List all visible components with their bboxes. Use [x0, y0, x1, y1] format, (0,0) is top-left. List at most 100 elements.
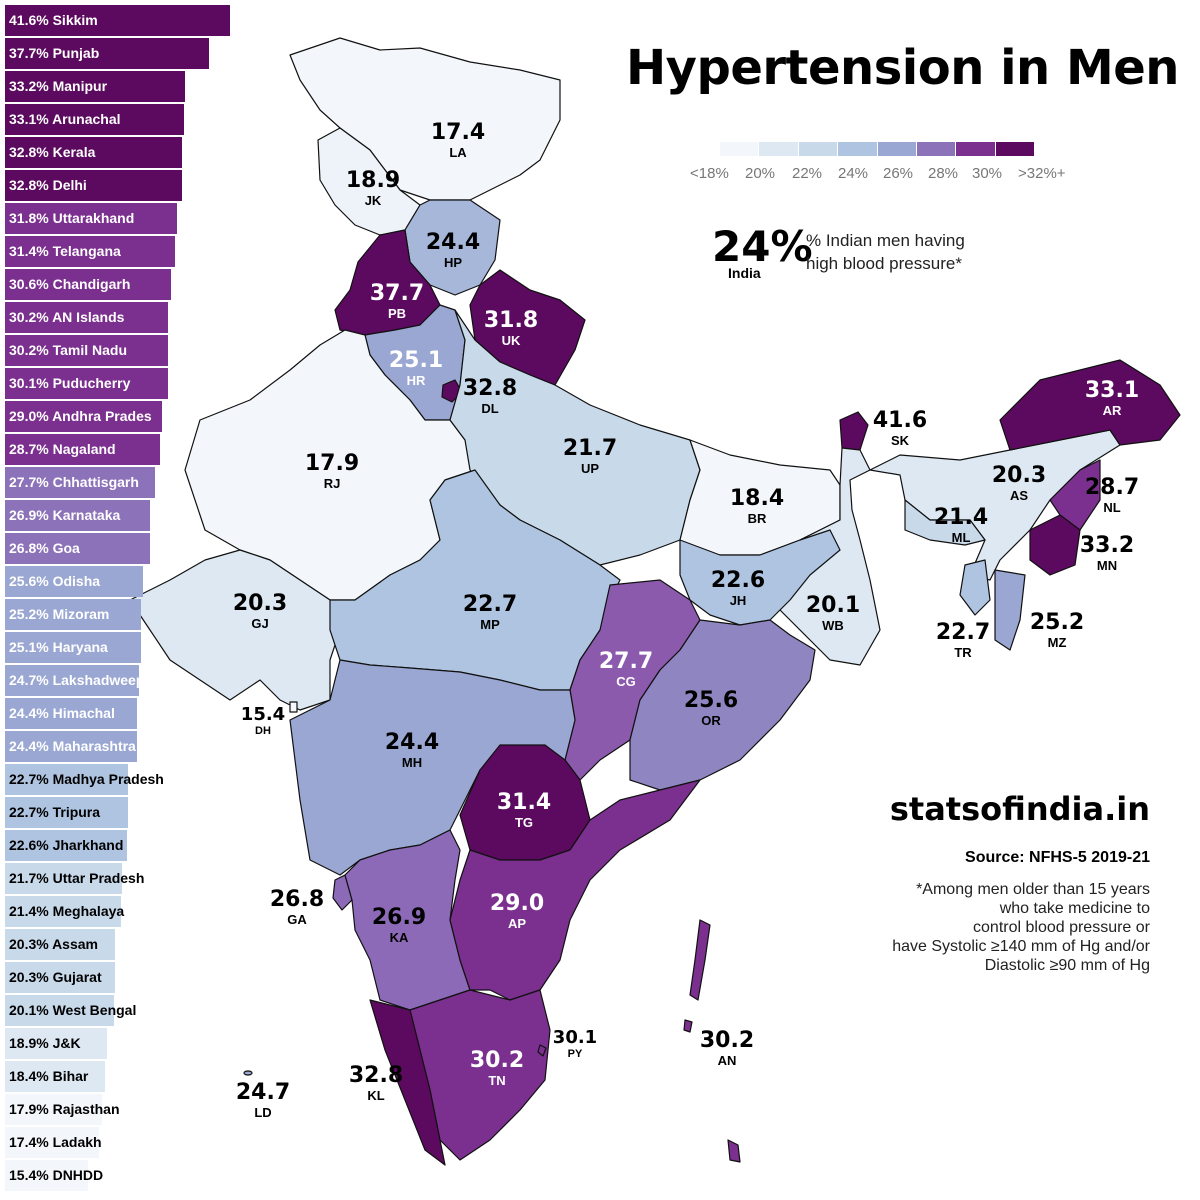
- region-code: DL: [481, 401, 499, 416]
- region-label-sk: 41.6 SK: [873, 410, 927, 448]
- region-UP: [449, 309, 701, 566]
- ranking-bar-label: 26.8% Goa: [9, 540, 80, 556]
- ranking-bar: 30.1% Puducherry: [5, 368, 168, 399]
- region-value: 32.8: [462, 376, 518, 401]
- ranking-bar: 25.6% Odisha: [5, 566, 144, 597]
- region-UK: [469, 269, 586, 386]
- region-code: SK: [890, 433, 910, 448]
- ranking-bar: 33.1% Arunachal: [5, 104, 185, 135]
- color-scale-legend: [720, 142, 1035, 156]
- region-value: 26.9: [371, 905, 427, 930]
- website-credit: statsofindia.in: [889, 790, 1150, 828]
- legend-tick-label: 28%: [928, 165, 959, 182]
- region-code: BR: [747, 511, 767, 526]
- ranking-bar: 37.7% Punjab: [5, 38, 209, 69]
- ranking-bar-label: 15.4% DNHDD: [9, 1167, 104, 1183]
- ranking-bar: 22.7% Madhya Pradesh: [5, 764, 164, 795]
- description-line-2: high blood pressure*: [806, 254, 962, 273]
- ranking-bar-label: 33.1% Arunachal: [9, 111, 121, 127]
- region-code: MN: [1096, 558, 1118, 573]
- region-code: OR: [701, 713, 721, 728]
- region-LA: [289, 37, 561, 201]
- region-value: 22.7: [462, 592, 518, 617]
- footnote: *Among men older than 15 years who take …: [830, 880, 1150, 975]
- region-code: AP: [507, 916, 527, 931]
- ranking-bar: 30.2% AN Islands: [5, 302, 169, 333]
- region-value: 20.3: [991, 463, 1047, 488]
- region-code: LD: [254, 1105, 272, 1120]
- region-AN-islet: [683, 1019, 693, 1033]
- region-label-up: 21.7 UP: [562, 436, 618, 476]
- region-AN-nicobar: [727, 1139, 741, 1163]
- region-code: LA: [449, 145, 467, 160]
- ranking-bar-label: 27.7% Chhattisgarh: [9, 474, 139, 490]
- region-label-ml: 21.4 ML: [933, 505, 989, 545]
- legend-tick-label: 24%: [838, 165, 869, 182]
- ranking-bar-label: 24.4% Himachal: [9, 705, 115, 721]
- region-code: NL: [1103, 500, 1121, 515]
- region-value: 17.4: [430, 120, 486, 145]
- source-note: Source: NFHS-5 2019-21: [965, 849, 1150, 866]
- ranking-bar-label: 33.2% Manipur: [9, 78, 108, 94]
- region-label-mp: 22.7 MP: [462, 592, 518, 632]
- ranking-bar-label: 30.2% AN Islands: [9, 309, 125, 325]
- ranking-bar-label: 18.4% Bihar: [9, 1068, 89, 1084]
- region-label-mz: 25.2 MZ: [1029, 610, 1085, 650]
- ranking-bar: 21.4% Meghalaya: [5, 896, 124, 927]
- ranking-bar-label: 31.4% Telangana: [9, 243, 121, 259]
- region-label-tg: 31.4 TG: [497, 792, 551, 830]
- ranking-bar: 26.8% Goa: [5, 533, 150, 564]
- ranking-bar: 24.4% Maharashtra: [5, 731, 137, 762]
- region-value: 17.9: [304, 451, 360, 476]
- footnote-line: who take medicine to: [999, 900, 1150, 917]
- footnote-line: Diastolic ≥90 mm of Hg: [984, 957, 1150, 974]
- region-value: 22.7: [935, 620, 991, 645]
- region-value: 21.4: [933, 505, 989, 530]
- ranking-bar-label: 30.2% Tamil Nadu: [9, 342, 128, 358]
- legend-tick-label: 22%: [792, 165, 823, 182]
- region-code: GJ: [251, 616, 269, 631]
- ranking-bar: 24.4% Himachal: [5, 698, 137, 729]
- region-label-br: 18.4 BR: [729, 486, 785, 526]
- ranking-bar: 25.2% Mizoram: [5, 599, 142, 630]
- ranking-bar-label: 24.7% Lakshadweep: [9, 672, 145, 688]
- region-TR: [959, 559, 991, 616]
- region-value: 18.9: [345, 168, 401, 193]
- region-code: JH: [729, 593, 747, 608]
- region-value: 24.4: [425, 230, 481, 255]
- region-label-ap: 29.0 AP: [490, 893, 544, 931]
- region-LD: [243, 1070, 253, 1076]
- ranking-bar-label: 32.8% Delhi: [9, 177, 87, 193]
- region-code: AR: [1102, 403, 1122, 418]
- region-code: UP: [580, 461, 600, 476]
- region-code: AN: [717, 1053, 737, 1068]
- region-label-ga: 26.8 GA: [270, 889, 324, 927]
- region-label-jh: 22.6 JH: [710, 568, 766, 608]
- ranking-bar: 26.9% Karnataka: [5, 500, 151, 531]
- ranking-bar-label: 17.9% Rajasthan: [9, 1101, 120, 1117]
- region-value: 24.7: [235, 1080, 291, 1105]
- region-label-ka: 26.9 KA: [371, 905, 427, 945]
- region-GJ: [129, 549, 341, 711]
- region-code: ML: [951, 530, 971, 545]
- region-value: 30.2: [469, 1048, 525, 1073]
- ranking-bar-label: 32.8% Kerala: [9, 144, 96, 160]
- legend-tick-label: 26%: [883, 165, 914, 182]
- ranking-bar-label: 25.2% Mizoram: [9, 606, 110, 622]
- region-label-tn: 30.2 TN: [469, 1048, 525, 1088]
- ranking-bar: 30.6% Chandigarh: [5, 269, 171, 300]
- region-label-ar: 33.1 AR: [1085, 380, 1139, 418]
- footnote-line: *Among men older than 15 years: [916, 881, 1150, 898]
- region-value: 18.4: [729, 486, 785, 511]
- region-code: DH: [255, 725, 271, 737]
- region-value: 21.7: [562, 436, 618, 461]
- region-DH: [289, 701, 298, 713]
- region-SK: [839, 411, 869, 451]
- national-average-value: 24%: [712, 222, 813, 271]
- region-value: 22.6: [710, 568, 766, 593]
- region-value: 27.7: [598, 649, 654, 674]
- region-value: 25.2: [1029, 610, 1085, 635]
- ranking-bar: 41.6% Sikkim: [5, 5, 230, 36]
- region-code: HP: [443, 255, 463, 270]
- ranking-bar: 31.4% Telangana: [5, 236, 175, 267]
